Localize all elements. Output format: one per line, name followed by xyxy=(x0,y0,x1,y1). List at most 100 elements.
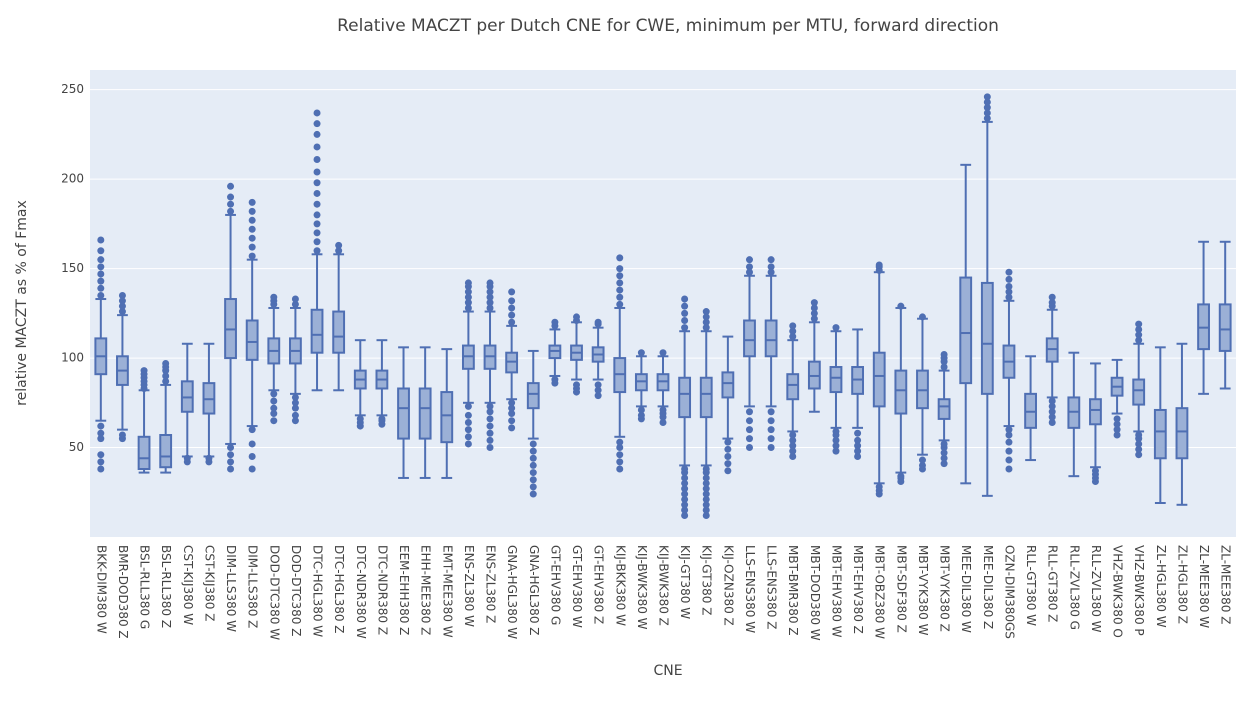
x-tick-label: GNA-HGL380 Z xyxy=(527,545,541,636)
outlier xyxy=(464,418,472,426)
outlier xyxy=(616,451,624,459)
outlier xyxy=(486,279,494,287)
x-tick-label: KIJ-GT380 W xyxy=(678,545,692,619)
outlier xyxy=(227,200,235,208)
outlier xyxy=(486,402,494,410)
outlier xyxy=(810,299,818,307)
x-tick-label: ENS-ZL380 Z xyxy=(484,545,498,623)
box xyxy=(332,310,346,354)
x-tick-label: ZL-HGL380 W xyxy=(1154,545,1168,628)
outlier xyxy=(270,390,278,398)
outlier xyxy=(832,436,840,444)
box xyxy=(829,366,843,394)
outlier xyxy=(291,295,299,303)
outlier xyxy=(486,444,494,452)
outlier xyxy=(616,272,624,280)
outlier xyxy=(118,302,126,310)
outlier xyxy=(767,435,775,443)
outlier xyxy=(118,297,126,305)
outlier xyxy=(832,442,840,450)
outlier xyxy=(248,225,256,233)
outlier xyxy=(918,313,926,321)
outlier xyxy=(551,376,559,384)
outlier xyxy=(1135,440,1143,448)
outlier xyxy=(313,120,321,128)
outlier xyxy=(983,93,991,101)
x-tick-label: BMR-DOD380 Z xyxy=(116,545,130,639)
outlier xyxy=(767,256,775,264)
outlier xyxy=(529,440,537,448)
outlier xyxy=(97,247,105,255)
plot-area xyxy=(90,70,1236,537)
outlier xyxy=(745,417,753,425)
outlier xyxy=(508,318,516,326)
outlier xyxy=(97,263,105,271)
outlier xyxy=(313,143,321,151)
outlier xyxy=(313,247,321,255)
outlier xyxy=(832,447,840,455)
outlier xyxy=(789,322,797,330)
box xyxy=(526,382,540,410)
outlier xyxy=(702,506,710,514)
x-tick-label: BSL-RLL380 Z xyxy=(159,545,173,628)
x-tick-label: CST-KIJ380 Z xyxy=(202,545,216,621)
outlier xyxy=(97,422,105,430)
outlier xyxy=(897,302,905,310)
box xyxy=(440,391,454,444)
outlier xyxy=(681,465,689,473)
x-tick-label: DTC-HGL380 Z xyxy=(332,545,346,634)
box xyxy=(1175,407,1189,460)
outlier xyxy=(1113,420,1121,428)
outlier xyxy=(702,313,710,321)
outlier xyxy=(313,179,321,187)
outlier xyxy=(1135,325,1143,333)
outlier xyxy=(724,445,732,453)
outlier xyxy=(745,435,753,443)
outlier xyxy=(205,454,213,462)
outlier xyxy=(118,308,126,316)
box xyxy=(1132,378,1146,406)
x-tick-label: MBT-BMR380 Z xyxy=(786,545,800,636)
outlier xyxy=(291,300,299,308)
outlier xyxy=(724,467,732,475)
box xyxy=(397,387,410,440)
outlier xyxy=(637,349,645,357)
x-tick-label: DOD-DTC380 W xyxy=(267,545,281,640)
box xyxy=(959,276,973,385)
outlier xyxy=(313,229,321,237)
outlier xyxy=(1005,447,1013,455)
x-tick-label: KIJ-BKK380 W xyxy=(613,545,627,626)
outlier xyxy=(529,461,537,469)
outlier xyxy=(508,304,516,312)
x-tick-label: ENS-ZL380 W xyxy=(462,545,476,627)
outlier xyxy=(616,458,624,466)
outlier xyxy=(227,193,235,201)
outlier xyxy=(659,418,667,426)
outlier xyxy=(227,207,235,215)
outlier xyxy=(594,386,602,394)
outlier xyxy=(789,327,797,335)
outlier xyxy=(681,474,689,482)
outlier xyxy=(227,458,235,466)
outlier xyxy=(940,449,948,457)
outlier xyxy=(616,438,624,446)
outlier xyxy=(118,431,126,439)
outlier xyxy=(1048,299,1056,307)
outlier xyxy=(248,426,256,434)
outlier xyxy=(875,483,883,491)
outlier xyxy=(983,109,991,117)
outlier xyxy=(313,168,321,176)
x-tick-label: BSL-RLL380 G xyxy=(138,545,152,629)
outlier xyxy=(529,483,537,491)
outlier xyxy=(97,270,105,278)
outlier xyxy=(270,404,278,412)
outlier xyxy=(464,402,472,410)
outlier xyxy=(702,490,710,498)
outlier xyxy=(767,444,775,452)
outlier xyxy=(789,447,797,455)
outlier xyxy=(529,476,537,484)
outlier xyxy=(594,392,602,400)
outlier xyxy=(270,397,278,405)
outlier xyxy=(1135,445,1143,453)
outlier xyxy=(248,440,256,448)
